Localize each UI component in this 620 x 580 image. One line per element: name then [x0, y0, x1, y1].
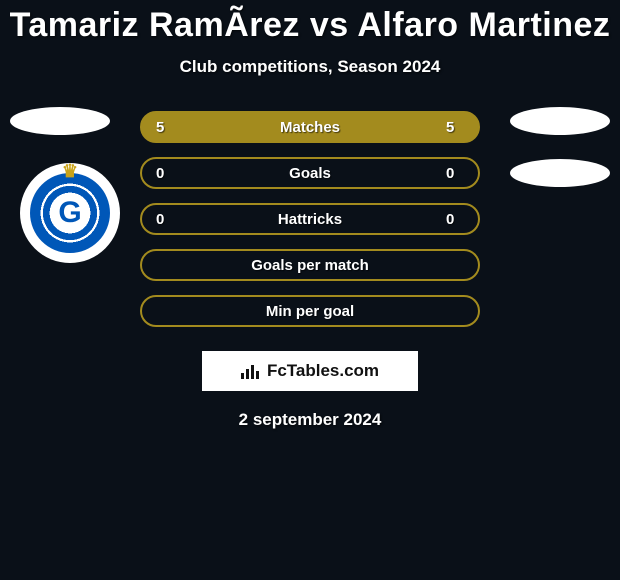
crown-icon: ♛	[62, 161, 78, 182]
comparison-subtitle: Club competitions, Season 2024	[0, 57, 620, 77]
stat-label: Matches	[174, 119, 446, 136]
stat-value-right: 0	[446, 165, 464, 182]
bar-chart-icon	[241, 363, 261, 379]
stat-label: Min per goal	[174, 303, 446, 320]
club-badge-inner: ♛ G	[30, 173, 110, 253]
stat-value-left: 0	[156, 211, 174, 228]
stat-value-left: 5	[156, 119, 174, 136]
stat-value-right: 5	[446, 119, 464, 136]
stat-rows: 5 Matches 5 0 Goals 0 0 Hattricks 0 Goal…	[140, 97, 480, 327]
stat-value-right: 0	[446, 211, 464, 228]
stat-row-goals-per-match: Goals per match	[140, 249, 480, 281]
player-left-ellipse	[10, 107, 110, 135]
source-logo: FcTables.com	[202, 351, 418, 391]
stat-label: Goals	[174, 165, 446, 182]
update-date: 2 september 2024	[0, 410, 620, 430]
stat-value-left: 0	[156, 165, 174, 182]
stat-row-hattricks: 0 Hattricks 0	[140, 203, 480, 235]
stat-row-goals: 0 Goals 0	[140, 157, 480, 189]
player-right-ellipse-2	[510, 159, 610, 187]
logo-text: FcTables.com	[267, 361, 379, 381]
comparison-title: Tamariz RamÃ­rez vs Alfaro Martinez	[0, 0, 620, 45]
stat-row-matches: 5 Matches 5	[140, 111, 480, 143]
stat-label: Hattricks	[174, 211, 446, 228]
stat-row-min-per-goal: Min per goal	[140, 295, 480, 327]
badge-letter: G	[58, 196, 81, 230]
player-right-ellipse-1	[510, 107, 610, 135]
club-badge: ♛ G	[20, 163, 120, 263]
stat-label: Goals per match	[174, 257, 446, 274]
